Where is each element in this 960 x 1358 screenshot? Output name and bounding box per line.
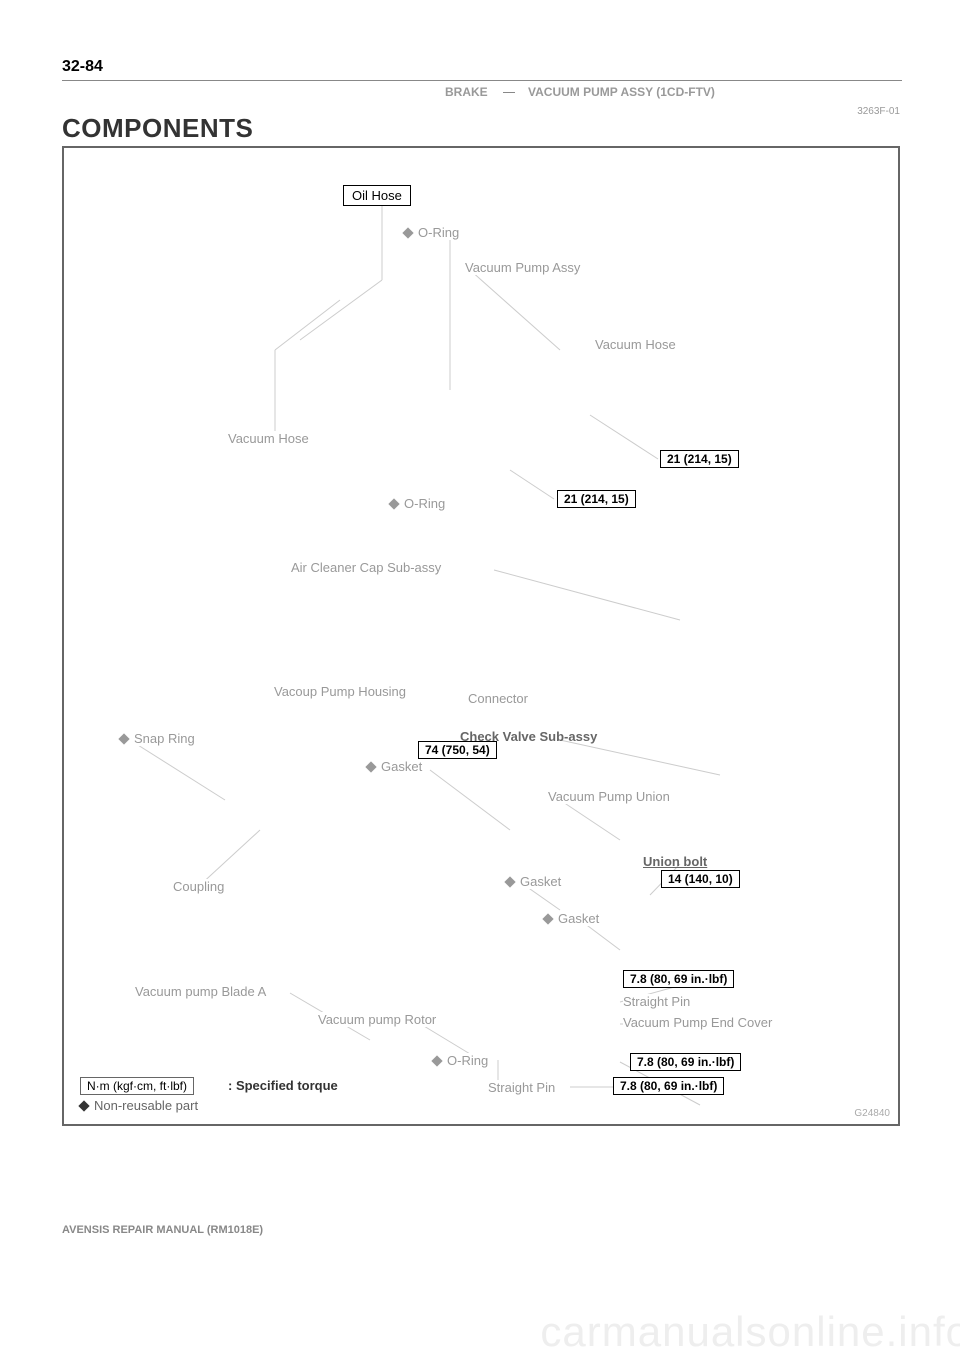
vacuum-pump-union-label: Vacuum Pump Union — [548, 789, 670, 804]
vacuum-hose-right-label: Vacuum Hose — [595, 337, 676, 352]
vacuum-pump-housing-label: Vacoup Pump Housing — [274, 684, 406, 699]
diamond-icon — [78, 1100, 89, 1111]
figure-id: G24840 — [854, 1108, 890, 1119]
vacuum-pump-assy-label: Vacuum Pump Assy — [465, 260, 580, 275]
torque-3: 74 (750, 54) — [418, 741, 497, 759]
straight-pin-2-label: Straight Pin — [488, 1080, 555, 1095]
gasket-2-label: Gasket — [506, 874, 561, 889]
torque-4: 14 (140, 10) — [661, 870, 740, 888]
union-bolt-label: Union bolt — [643, 854, 707, 869]
diamond-icon — [388, 498, 399, 509]
straight-pin-1-label: Straight Pin — [623, 994, 690, 1009]
gasket-3-text: Gasket — [558, 911, 599, 926]
oil-hose-label-box: Oil Hose — [343, 185, 411, 206]
legend-torque-box: N·m (kgf·cm, ft·lbf) — [80, 1077, 194, 1095]
breadcrumb-dash — [503, 92, 515, 93]
legend-nonreusable-text: Non-reusable part — [94, 1098, 198, 1113]
connector-label: Connector — [468, 691, 528, 706]
o-ring-3-label: O-Ring — [433, 1053, 488, 1068]
o-ring-2-text: O-Ring — [404, 496, 445, 511]
diamond-icon — [402, 227, 413, 238]
gasket-1-label: Gasket — [367, 759, 422, 774]
diamond-icon — [431, 1055, 442, 1066]
air-cleaner-label: Air Cleaner Cap Sub-assy — [291, 560, 441, 575]
torque-6: 7.8 (80, 69 in.·lbf) — [630, 1053, 741, 1071]
vacuum-pump-rotor-label: Vacuum pump Rotor — [318, 1012, 436, 1027]
snap-ring-label: Snap Ring — [120, 731, 195, 746]
diamond-icon — [542, 913, 553, 924]
o-ring-2-label: O-Ring — [390, 496, 445, 511]
gasket-3-label: Gasket — [544, 911, 599, 926]
gasket-1-text: Gasket — [381, 759, 422, 774]
torque-7: 7.8 (80, 69 in.·lbf) — [613, 1077, 724, 1095]
diamond-icon — [504, 876, 515, 887]
diamond-icon — [118, 733, 129, 744]
gasket-2-text: Gasket — [520, 874, 561, 889]
coupling-label: Coupling — [173, 879, 224, 894]
breadcrumb-right: VACUUM PUMP ASSY (1CD-FTV) — [528, 85, 715, 99]
o-ring-1-label: O-Ring — [404, 225, 459, 240]
legend-torque-text: : Specified torque — [228, 1078, 338, 1093]
page-number: 32-84 — [62, 58, 103, 76]
vacuum-pump-blade-label: Vacuum pump Blade A — [135, 984, 266, 999]
torque-5: 7.8 (80, 69 in.·lbf) — [623, 970, 734, 988]
doc-id: 3263F-01 — [857, 106, 900, 117]
section-title: COMPONENTS — [62, 113, 253, 144]
torque-2: 21 (214, 15) — [557, 490, 636, 508]
manual-footer: AVENSIS REPAIR MANUAL (RM1018E) — [62, 1224, 263, 1236]
header-divider — [62, 80, 902, 81]
legend-nonreusable: Non-reusable part — [80, 1098, 198, 1113]
diamond-icon — [365, 761, 376, 772]
snap-ring-text: Snap Ring — [134, 731, 195, 746]
breadcrumb-left: BRAKE — [445, 85, 488, 99]
vacuum-pump-end-cover-label: Vacuum Pump End Cover — [623, 1015, 772, 1030]
diagram-frame — [62, 146, 900, 1126]
o-ring-1-text: O-Ring — [418, 225, 459, 240]
vacuum-hose-left-label: Vacuum Hose — [228, 431, 309, 446]
watermark: carmanualsonline.info — [540, 1308, 960, 1356]
torque-1: 21 (214, 15) — [660, 450, 739, 468]
o-ring-3-text: O-Ring — [447, 1053, 488, 1068]
